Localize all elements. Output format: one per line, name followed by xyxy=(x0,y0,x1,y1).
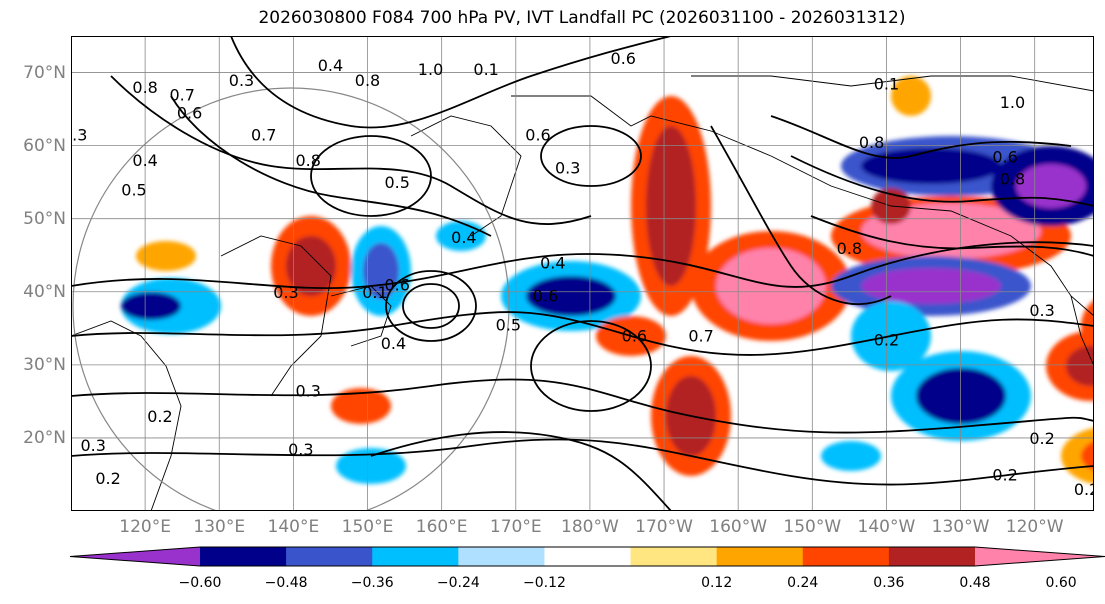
map-title: 2026030800 F084 700 hPa PV, IVT Landfall… xyxy=(258,8,906,28)
lat-label-4: 30°N xyxy=(23,354,66,375)
contour-label-42: 0.2 xyxy=(1074,480,1094,499)
colorbar-segment-3 xyxy=(372,547,459,566)
colorbar-label-9: 0.60 xyxy=(1045,575,1077,591)
colorbar-label-3: −0.24 xyxy=(436,575,480,591)
contour-label-6: 0.3 xyxy=(229,71,254,90)
colorbar-extend-max xyxy=(975,547,1105,566)
contour-label-30: 0.4 xyxy=(132,151,157,170)
colorbar-label-1: −0.48 xyxy=(264,575,308,591)
lon-label-12: 120°W xyxy=(1005,517,1064,537)
lat-label-1: 60°N xyxy=(23,135,66,156)
colorbar-label-4: −0.12 xyxy=(522,575,566,591)
lon-label-3: 150°E xyxy=(341,517,394,537)
colorbar-segment-5 xyxy=(544,547,632,566)
colorbar-segment-7 xyxy=(716,547,804,566)
colorbar-label-6: 0.24 xyxy=(787,575,819,591)
lon-label-2: 140°E xyxy=(267,517,320,537)
contour-label-11: 0.6 xyxy=(525,126,550,145)
colorbar-label-0: −0.60 xyxy=(178,575,222,591)
map-panel[interactable]: 0.6 1.0 0.1 0.8 0.7 0.6 0.3 0.4 0.8 0.7 0.8 0.6 0.3 0… xyxy=(71,36,1094,511)
colorbar-segment-2 xyxy=(286,547,373,566)
colorbar-label-2: −0.36 xyxy=(350,575,394,591)
lat-label-5: 20°N xyxy=(23,427,66,448)
contour-label-29: 0.3 xyxy=(71,126,87,145)
range-circle xyxy=(72,87,510,511)
contour-label-34: 0.8 xyxy=(859,133,884,152)
contour-label-40: 0.2 xyxy=(1029,429,1054,448)
contour-label-18: 0.6 xyxy=(384,275,409,294)
colorbar-label-5: 0.12 xyxy=(701,575,733,591)
lat-label-3: 40°N xyxy=(23,281,66,302)
lon-label-5: 170°E xyxy=(489,517,542,537)
contour-label-3: 0.8 xyxy=(132,78,157,97)
contour-label-5: 0.6 xyxy=(177,104,202,123)
colorbar-label-8: 0.48 xyxy=(959,575,991,591)
contour-label-38: 0.2 xyxy=(874,330,899,349)
contour-label-14: 0.4 xyxy=(451,228,476,247)
contour-label-41: 0.2 xyxy=(992,465,1017,484)
contour-label-13: 0.5 xyxy=(384,173,409,192)
colorbar-extend-min xyxy=(70,547,200,566)
contour-label-8: 0.8 xyxy=(355,71,380,90)
lon-label-9: 150°W xyxy=(783,517,842,537)
contour-label-25: 0.2 xyxy=(147,407,172,426)
contour-label-12: 0.3 xyxy=(555,159,580,178)
contour-label-26: 0.3 xyxy=(288,440,313,459)
contour-label-28: 0.3 xyxy=(81,436,106,455)
contour-label-15: 0.4 xyxy=(540,254,565,273)
contour-label-4: 0.7 xyxy=(169,85,194,104)
contour-label-32: 0.1 xyxy=(874,75,899,94)
lon-label-0: 120°E xyxy=(119,517,171,537)
lon-label-7: 170°W xyxy=(635,517,693,537)
contour-label-21: 0.5 xyxy=(496,316,521,335)
colorbar-segment-1 xyxy=(200,547,287,566)
lon-label-4: 160°E xyxy=(415,517,468,537)
contour-label-22: 0.6 xyxy=(622,327,647,346)
contour-label-7: 0.4 xyxy=(318,56,343,75)
contour-label-20: 0.4 xyxy=(381,334,406,353)
contour-label-16: 0.6 xyxy=(533,286,558,305)
contour-label-23: 0.7 xyxy=(688,327,713,346)
colorbar-segment-4 xyxy=(458,547,545,566)
colorbar-segment-8 xyxy=(802,547,890,566)
pv-contour-lines xyxy=(71,36,1094,511)
contour-label-1: 1.0 xyxy=(418,60,443,79)
lon-label-6: 180°W xyxy=(561,517,619,537)
lat-label-0: 70°N xyxy=(23,62,66,83)
contour-label-39: 0.3 xyxy=(1029,301,1054,320)
colorbar-label-7: 0.36 xyxy=(873,575,905,591)
colorbar xyxy=(69,546,1105,567)
colorbar-outline xyxy=(69,546,1105,567)
lat-label-2: 50°N xyxy=(23,208,66,229)
lon-label-8: 160°W xyxy=(709,517,768,537)
contour-label-10: 0.8 xyxy=(295,151,320,170)
coastlines-layer xyxy=(71,75,1094,511)
contour-label-35: 0.6 xyxy=(992,148,1017,167)
contour-label-24: 0.3 xyxy=(295,381,320,400)
colorbar-segment-6 xyxy=(630,547,718,566)
lon-label-1: 130°E xyxy=(193,517,246,537)
pv-contour-labels: 0.61.0 0.10.8 0.70.60.30.40.80.70.80.60.30… xyxy=(71,49,1094,499)
contour-label-36: 0.8 xyxy=(1000,170,1025,189)
contour-label-19: 0.3 xyxy=(273,283,298,302)
lon-label-10: 140°W xyxy=(857,517,916,537)
contour-label-37: 0.8 xyxy=(837,239,862,258)
contour-label-17: 0.1 xyxy=(362,283,387,302)
lat-lon-gridlines xyxy=(71,36,1094,511)
contour-label-33: 1.0 xyxy=(1000,93,1025,112)
map-canvas[interactable]: 0.61.0 0.10.8 0.70.60.30.40.80.70.80.60.30… xyxy=(71,36,1094,511)
contour-label-2: 0.1 xyxy=(473,60,498,79)
contour-label-0: 0.6 xyxy=(611,49,636,68)
contour-label-27: 0.2 xyxy=(95,469,120,488)
lon-label-11: 130°W xyxy=(931,517,990,537)
contour-label-31: 0.5 xyxy=(121,180,146,199)
colorbar-segment-9 xyxy=(888,547,976,566)
contour-label-9: 0.7 xyxy=(251,126,276,145)
